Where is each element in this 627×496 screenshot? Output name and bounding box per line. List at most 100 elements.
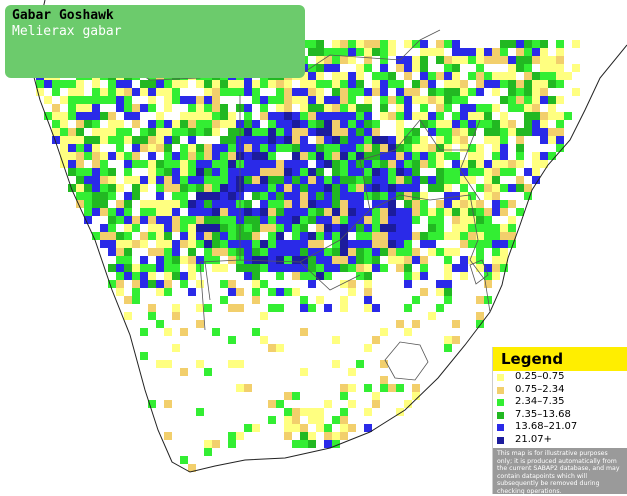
grid-cell <box>132 280 140 288</box>
grid-cell <box>180 256 188 264</box>
grid-cell <box>532 176 540 184</box>
grid-cell <box>436 248 444 256</box>
grid-cell <box>524 96 532 104</box>
grid-cell <box>348 120 356 128</box>
grid-cell <box>300 272 308 280</box>
grid-cell <box>164 288 172 296</box>
grid-cell <box>132 184 140 192</box>
grid-cell <box>124 264 132 272</box>
grid-cell <box>420 56 428 64</box>
grid-cell <box>148 272 156 280</box>
grid-cell <box>212 184 220 192</box>
grid-cell <box>92 208 100 216</box>
grid-cell <box>268 224 276 232</box>
grid-cell <box>188 216 196 224</box>
grid-cell <box>92 96 100 104</box>
grid-cell <box>556 80 564 88</box>
grid-cell <box>76 128 84 136</box>
grid-cell <box>220 200 228 208</box>
grid-cell <box>252 264 260 272</box>
grid-cell <box>460 240 468 248</box>
grid-cell <box>404 40 412 48</box>
grid-cell <box>172 120 180 128</box>
grid-cell <box>516 88 524 96</box>
grid-cell <box>252 216 260 224</box>
grid-cell <box>348 200 356 208</box>
grid-cell <box>180 280 188 288</box>
grid-cell <box>132 296 140 304</box>
grid-cell <box>148 80 156 88</box>
grid-cell <box>428 232 436 240</box>
grid-cell <box>140 240 148 248</box>
grid-cell <box>324 256 332 264</box>
grid-cell <box>372 80 380 88</box>
grid-cell <box>196 224 204 232</box>
grid-cell <box>300 176 308 184</box>
grid-cell <box>492 240 500 248</box>
grid-cell <box>340 200 348 208</box>
grid-cell <box>76 168 84 176</box>
grid-cell <box>444 264 452 272</box>
grid-cell <box>340 144 348 152</box>
grid-cell <box>228 112 236 120</box>
grid-cell <box>476 168 484 176</box>
grid-cell <box>268 112 276 120</box>
grid-cell <box>412 152 420 160</box>
grid-cell <box>300 224 308 232</box>
grid-cell <box>404 160 412 168</box>
grid-cell <box>212 256 220 264</box>
grid-cell <box>236 264 244 272</box>
title-box: Gabar Goshawk Melierax gabar <box>5 5 305 78</box>
grid-cell <box>364 160 372 168</box>
grid-cell <box>196 304 204 312</box>
grid-cell <box>572 88 580 96</box>
grid-cell <box>500 112 508 120</box>
grid-cell <box>188 144 196 152</box>
grid-cell <box>156 208 164 216</box>
grid-cell <box>316 176 324 184</box>
grid-cell <box>340 96 348 104</box>
grid-cell <box>372 168 380 176</box>
grid-cell <box>316 264 324 272</box>
grid-cell <box>532 128 540 136</box>
grid-cell <box>276 168 284 176</box>
grid-cell <box>252 240 260 248</box>
grid-cell <box>404 240 412 248</box>
grid-cell <box>60 144 68 152</box>
grid-cell <box>180 272 188 280</box>
grid-cell <box>100 136 108 144</box>
grid-cell <box>252 288 260 296</box>
grid-cell <box>492 168 500 176</box>
grid-cell <box>276 344 284 352</box>
grid-cell <box>404 168 412 176</box>
grid-cell <box>36 80 44 88</box>
grid-cell <box>476 152 484 160</box>
grid-cell <box>212 216 220 224</box>
grid-cell <box>452 80 460 88</box>
grid-cell <box>124 272 132 280</box>
grid-cell <box>156 216 164 224</box>
grid-cell <box>308 184 316 192</box>
grid-cell <box>388 152 396 160</box>
grid-cell <box>68 88 76 96</box>
grid-cell <box>68 112 76 120</box>
grid-cell <box>348 176 356 184</box>
grid-cell <box>444 72 452 80</box>
grid-cell <box>388 160 396 168</box>
grid-cell <box>188 240 196 248</box>
grid-cell <box>332 88 340 96</box>
grid-cell <box>412 168 420 176</box>
grid-cell <box>180 112 188 120</box>
grid-cell <box>388 200 396 208</box>
grid-cell <box>532 72 540 80</box>
grid-cell <box>500 40 508 48</box>
grid-cell <box>172 216 180 224</box>
grid-cell <box>340 296 348 304</box>
grid-cell <box>348 136 356 144</box>
grid-cell <box>76 200 84 208</box>
grid-cell <box>308 104 316 112</box>
grid-cell <box>300 368 308 376</box>
grid-cell <box>444 296 452 304</box>
grid-cell <box>444 136 452 144</box>
grid-cell <box>476 72 484 80</box>
